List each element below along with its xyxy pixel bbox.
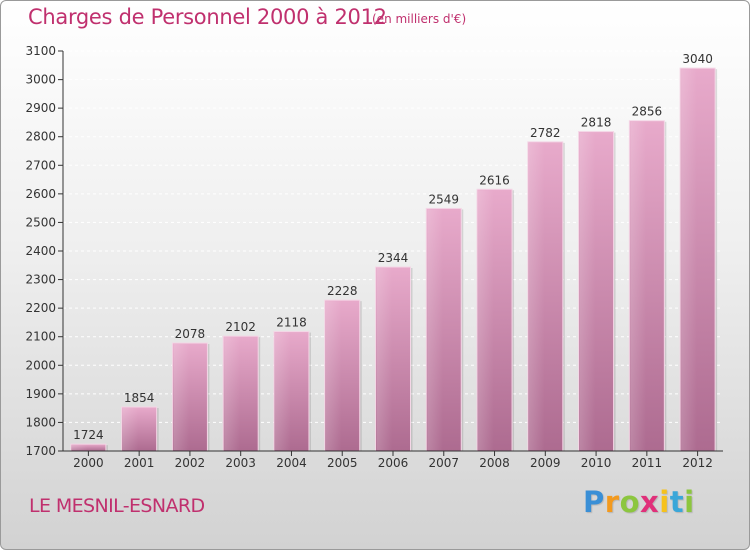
x-tick-label: 2005 xyxy=(327,456,358,470)
x-tick-label: 2002 xyxy=(175,456,206,470)
bar-highlight xyxy=(579,132,596,451)
y-tick-label: 2600 xyxy=(25,187,56,201)
bar-highlight xyxy=(173,344,190,450)
y-tick-label: 2000 xyxy=(25,358,56,372)
x-tick-label: 2003 xyxy=(225,456,256,470)
bar-highlight xyxy=(630,121,647,450)
bar-value-label: 2856 xyxy=(632,105,663,119)
y-tick-label: 1800 xyxy=(25,415,56,429)
bar-highlight xyxy=(122,408,139,450)
y-tick-label: 2200 xyxy=(25,301,56,315)
bar-value-label: 2549 xyxy=(428,192,459,206)
y-tick-label: 2700 xyxy=(25,158,56,172)
x-tick-label: 2000 xyxy=(73,456,104,470)
bar-highlight xyxy=(224,337,240,450)
y-tick-label: 2400 xyxy=(25,244,56,258)
y-tick-label: 2900 xyxy=(25,101,56,115)
y-tick-label: 3000 xyxy=(25,73,56,87)
bar-value-label: 2616 xyxy=(479,173,510,187)
x-tick-label: 2006 xyxy=(378,456,409,470)
x-tick-label: 2012 xyxy=(682,456,713,470)
bar-highlight xyxy=(71,445,88,450)
bar-value-label: 2344 xyxy=(378,251,409,265)
bar-value-label: 2078 xyxy=(175,327,206,341)
x-tick-label: 2007 xyxy=(428,456,459,470)
bar-value-label: 2102 xyxy=(225,320,256,334)
bar-value-label: 2228 xyxy=(327,284,358,298)
bar-value-label: 1854 xyxy=(124,391,155,405)
bar-value-label: 2118 xyxy=(276,316,307,330)
y-tick-label: 2500 xyxy=(25,215,56,229)
chart-title: Charges de Personnel 2000 à 2012 xyxy=(28,5,387,29)
bar-highlight xyxy=(325,301,342,450)
bar-highlight xyxy=(528,142,545,450)
x-tick-label: 2010 xyxy=(581,456,612,470)
bar-highlight xyxy=(681,69,697,451)
chart-subtitle: (en milliers d'€) xyxy=(372,12,467,26)
x-tick-label: 2008 xyxy=(479,456,510,470)
x-tick-label: 2011 xyxy=(632,456,663,470)
bar-highlight xyxy=(274,332,291,450)
bar-highlight xyxy=(427,209,444,450)
bar-value-label: 1724 xyxy=(73,428,104,442)
bar-value-label: 3040 xyxy=(682,52,713,66)
bar-value-label: 2782 xyxy=(530,126,561,140)
bar-value-label: 2818 xyxy=(581,116,612,130)
bar-highlight xyxy=(376,268,393,450)
x-tick-label: 2001 xyxy=(124,456,155,470)
x-tick-label: 2004 xyxy=(276,456,307,470)
proxiti-logo: Proxiti xyxy=(583,485,695,519)
y-tick-label: 2300 xyxy=(25,273,56,287)
y-tick-label: 2800 xyxy=(25,130,56,144)
y-tick-label: 3100 xyxy=(25,44,56,58)
y-tick-label: 1900 xyxy=(25,387,56,401)
bar-highlight xyxy=(478,190,494,451)
y-tick-label: 2100 xyxy=(25,330,56,344)
commune-name: LE MESNIL-ESNARD xyxy=(29,495,205,517)
y-tick-label: 1700 xyxy=(25,444,56,458)
x-tick-label: 2009 xyxy=(530,456,561,470)
